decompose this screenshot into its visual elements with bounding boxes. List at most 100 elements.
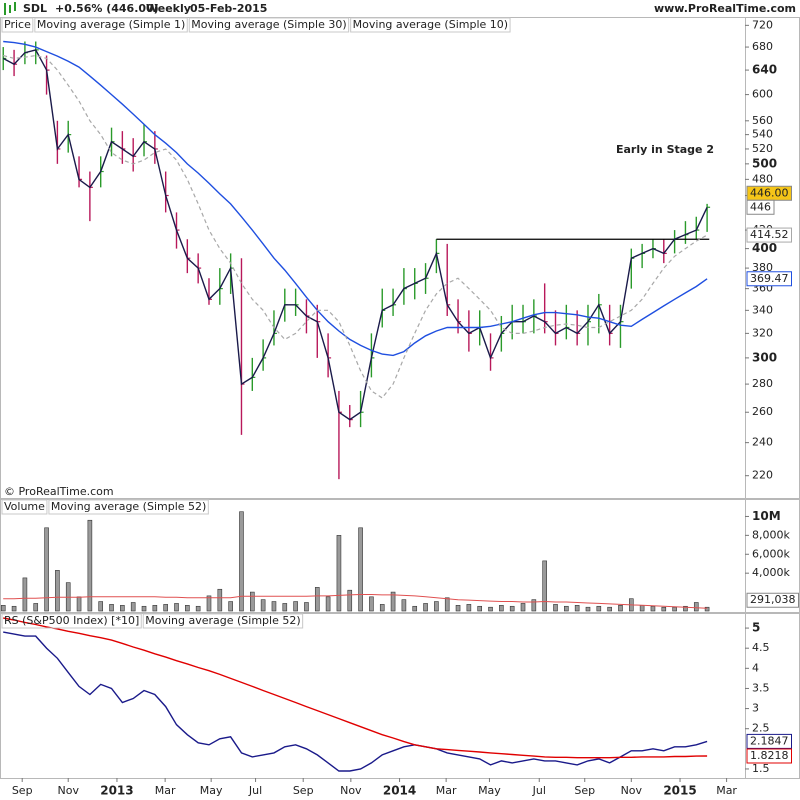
x-tick-label: 2014: [383, 784, 416, 798]
y-tick-label: 500: [752, 156, 777, 170]
last-value-label: 446: [750, 200, 771, 213]
volume-bar: [120, 605, 125, 612]
volume-bar: [260, 599, 266, 612]
legend-label: Moving average (Simple 52): [51, 500, 206, 513]
ma-line: [3, 54, 708, 399]
volume-bar: [693, 602, 699, 612]
y-tick-label: 640: [752, 63, 777, 77]
volume-bar: [250, 591, 255, 612]
volume-bar: [520, 603, 526, 612]
legend-box: [350, 17, 511, 33]
legend-label: Price: [4, 18, 31, 31]
x-tick-label: 2013: [100, 784, 133, 798]
x-tick-label: Nov: [340, 784, 362, 797]
volume-bar: [98, 601, 104, 612]
last-value-box: [746, 227, 792, 243]
last-value-box: [746, 199, 775, 215]
y-tick-label: 6,000k: [752, 547, 790, 560]
y-tick-label: 300: [752, 350, 777, 364]
volume-bar: [542, 560, 547, 612]
volume-bar: [217, 588, 223, 612]
volume-bar: [423, 603, 428, 612]
last-value-label: 414.52: [750, 228, 789, 241]
volume-bar: [185, 605, 190, 612]
y-tick-label: 380: [752, 261, 773, 274]
volume-bar: [412, 605, 418, 612]
volume-bar: [304, 602, 309, 612]
volume-bar: [358, 527, 363, 612]
last-value-label: 2.1847: [750, 734, 789, 747]
last-value-label: 291,038: [750, 593, 796, 606]
volume-bar: [206, 595, 212, 612]
volume-bar: [585, 606, 591, 612]
last-value-box: [746, 733, 792, 749]
ma-line: [3, 594, 708, 609]
y-tick-label: 8,000k: [752, 528, 790, 541]
y-tick-label: 1.5: [752, 762, 770, 775]
volume-bar: [33, 603, 39, 612]
legend-box: [1, 613, 142, 629]
legend-label: Moving average (Simple 1): [37, 18, 185, 31]
volume-bar: [87, 519, 93, 612]
volume-bar: [553, 604, 558, 612]
site: www.ProRealTime.com: [654, 2, 796, 15]
y-tick-label: 2.5: [752, 722, 770, 735]
y-tick-label: 4.5: [752, 641, 770, 654]
x-tick-label: Mar: [716, 784, 737, 797]
volume-bar: [11, 605, 17, 612]
volume-bar: [499, 605, 504, 612]
annotation: Early in Stage 2: [616, 143, 714, 156]
volume-bar: [618, 605, 623, 612]
x-tick-label: May: [478, 784, 501, 797]
x-tick-label: Jul: [532, 784, 546, 797]
volume-bar: [314, 587, 320, 612]
y-tick-label: 600: [752, 88, 773, 101]
y-tick-label: 720: [752, 18, 773, 31]
y-tick-label: 520: [752, 142, 773, 155]
volume-bar: [390, 591, 396, 612]
x-tick-label: Nov: [57, 784, 79, 797]
rs-line: [3, 631, 708, 772]
legend-label: Moving average (Simple 10): [353, 18, 508, 31]
x-tick-label: Mar: [155, 784, 176, 797]
volume-bar: [141, 605, 147, 612]
legend-box: [1, 499, 48, 515]
header: SDL +0.56% (446.00) Weekly 05-Feb-2015 w…: [4, 2, 796, 15]
y-tick-label: 240: [752, 436, 773, 449]
y-tick-label: 400: [752, 241, 777, 255]
y-tick-label: 280: [752, 377, 773, 390]
volume-bar: [574, 605, 580, 612]
volume-bar: [596, 605, 602, 612]
y-tick-label: 540: [752, 128, 773, 141]
x-tick-label: Sep: [574, 784, 595, 797]
y-tick-label: 680: [752, 40, 773, 53]
volume-bar: [661, 606, 667, 612]
volume-bar: [683, 605, 688, 612]
volume-bar: [130, 602, 136, 612]
legend-box: [1, 17, 34, 33]
date: 05-Feb-2015: [190, 2, 267, 15]
x-tick-label: Sep: [293, 784, 314, 797]
legend-box: [34, 17, 188, 33]
y-tick-label: 3.5: [752, 681, 770, 694]
last-value-label: 1.8218: [750, 749, 789, 762]
legend-label: Volume: [4, 500, 45, 513]
volume-bar: [271, 601, 277, 612]
volume-bar: [195, 605, 201, 612]
volume-bar: [401, 599, 407, 612]
legend-box: [142, 613, 304, 629]
volume-bar: [672, 606, 677, 612]
volume-bar: [163, 604, 168, 612]
y-tick-label: 4,000k: [752, 566, 790, 579]
volume-bar: [466, 604, 472, 612]
volume-bar: [369, 596, 374, 612]
volume-bar: [152, 605, 158, 612]
y-tick-label: 220: [752, 469, 773, 482]
ma-line: [2, 49, 708, 421]
y-tick-label: 340: [752, 303, 773, 316]
y-tick-label: 480: [752, 172, 773, 185]
volume-bar: [76, 596, 82, 612]
volume-bar: [55, 570, 60, 612]
